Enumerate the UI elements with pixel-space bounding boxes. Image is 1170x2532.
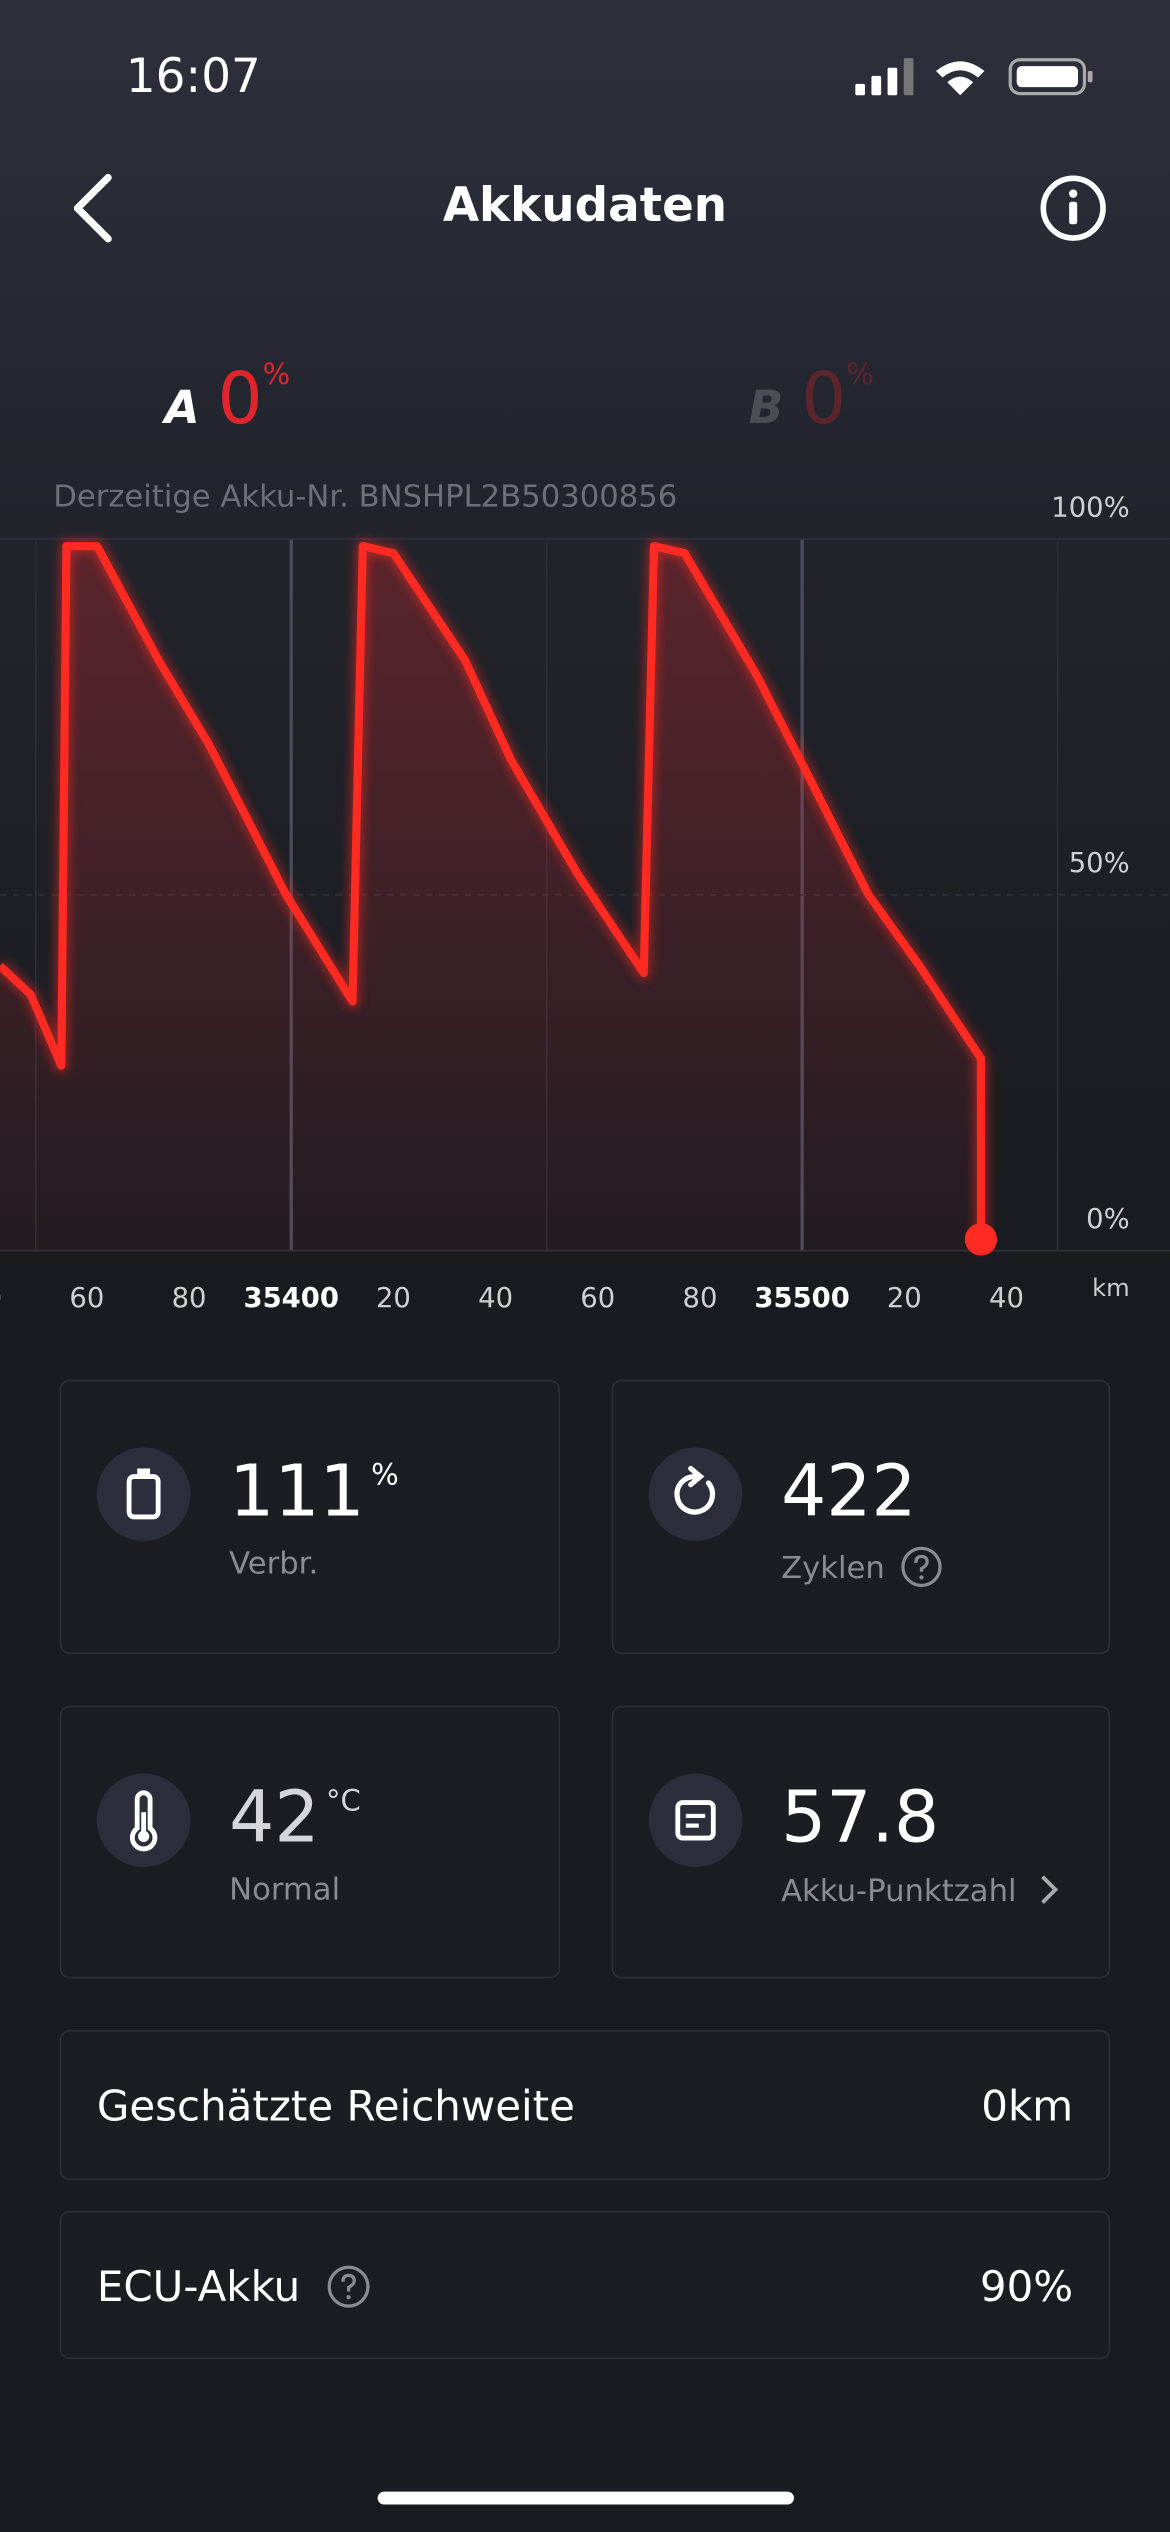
y-tick-label: 50% [1069, 848, 1130, 879]
stat: 42 °C [229, 1778, 361, 1859]
end-point [964, 1223, 998, 1256]
info-button[interactable] [1038, 173, 1109, 244]
row-label: ECU-Akku [96, 2264, 301, 2313]
battery-unit: % [846, 358, 874, 393]
y-tick-label: 0% [1086, 1204, 1130, 1235]
row-value: 0km [981, 2083, 1074, 2132]
stat-value: 111 [229, 1450, 365, 1534]
x-unit: km [1092, 1274, 1130, 1302]
stat-value: 42 [229, 1776, 320, 1860]
x-tick-label: 35500 [754, 1283, 849, 1314]
x-tick-label: 60 [580, 1283, 615, 1314]
info-row: Geschätzte Reichweite 0km [59, 2030, 1111, 2181]
stat: 111% [229, 1452, 399, 1533]
battery-label: A [164, 380, 200, 435]
x-tick-label: 20 [376, 1283, 411, 1314]
status-icons [855, 58, 1093, 96]
chevron [1041, 1875, 1059, 1904]
stat-card[interactable]: 57.8 Akku-Punktzahl [611, 1705, 1111, 1979]
x-tick-label: 80 [172, 1283, 207, 1314]
battery-tab[interactable]: B 0% [749, 358, 874, 440]
icon [96, 1447, 191, 1542]
back-button[interactable] [65, 171, 130, 245]
stat-card: 111% Verbr. [59, 1379, 560, 1655]
stat-label: Akku-Punktzahl [781, 1873, 1017, 1910]
battery-value: 0 [217, 358, 263, 441]
x-tick-label: 40 [478, 1283, 513, 1314]
help-icon[interactable] [901, 1546, 943, 1588]
icon [648, 1773, 743, 1868]
battery-value: 0 [801, 358, 847, 441]
x-tick-label: 40 [989, 1283, 1024, 1314]
status-time: 16:07 [125, 48, 261, 104]
stat-label: Zyklen [781, 1550, 885, 1587]
x-tick-label: 80 [683, 1283, 718, 1314]
stat: Zyklen [781, 1546, 943, 1588]
chart: Derzeitige Akku-Nr. BNSHPL2B50300856 km … [0, 480, 1170, 1314]
x-tick-label: 35400 [244, 1283, 339, 1314]
battery-tab[interactable]: A 0% [165, 358, 291, 440]
page-title: Akkudaten [442, 177, 728, 233]
info-row: ECU-Akku 90% [59, 2210, 1111, 2360]
chart-subtitle: Derzeitige Akku-Nr. BNSHPL2B50300856 [53, 480, 677, 515]
x-tick-label: 20 [887, 1283, 922, 1314]
stat: Akku-Punktzahl [781, 1872, 1062, 1909]
stat-value: 422 [781, 1450, 917, 1534]
battery-unit: % [262, 358, 291, 393]
x-tick-label: 60 [69, 1283, 104, 1314]
home-indicator [377, 2491, 794, 2505]
stat-card: 42 °C Normal [59, 1705, 560, 1979]
row-value: 90% [979, 2264, 1074, 2313]
stat-value: 57.8 [781, 1776, 940, 1860]
stat-unit: °C [325, 1784, 361, 1819]
row-label: Geschätzte Reichweite [96, 2083, 575, 2132]
stat-card: 422 Zyklen [611, 1379, 1111, 1655]
area [0, 546, 981, 1251]
stat-unit: % [371, 1458, 399, 1493]
line [0, 542, 985, 1251]
y-tick-label: 100% [1051, 492, 1129, 523]
plot: 40 60 80 35400 20 40 60 80 35500 20 40 [0, 538, 1170, 1314]
battery-label: B [748, 380, 784, 435]
icon [96, 1773, 191, 1868]
stat-label: Verbr. [229, 1545, 319, 1582]
x-tick-label: 40 [0, 1283, 2, 1314]
icon [648, 1447, 743, 1542]
help-icon[interactable] [326, 2264, 371, 2309]
row: ECU-Akku [97, 2264, 372, 2312]
stat-label: Normal [229, 1871, 341, 1908]
